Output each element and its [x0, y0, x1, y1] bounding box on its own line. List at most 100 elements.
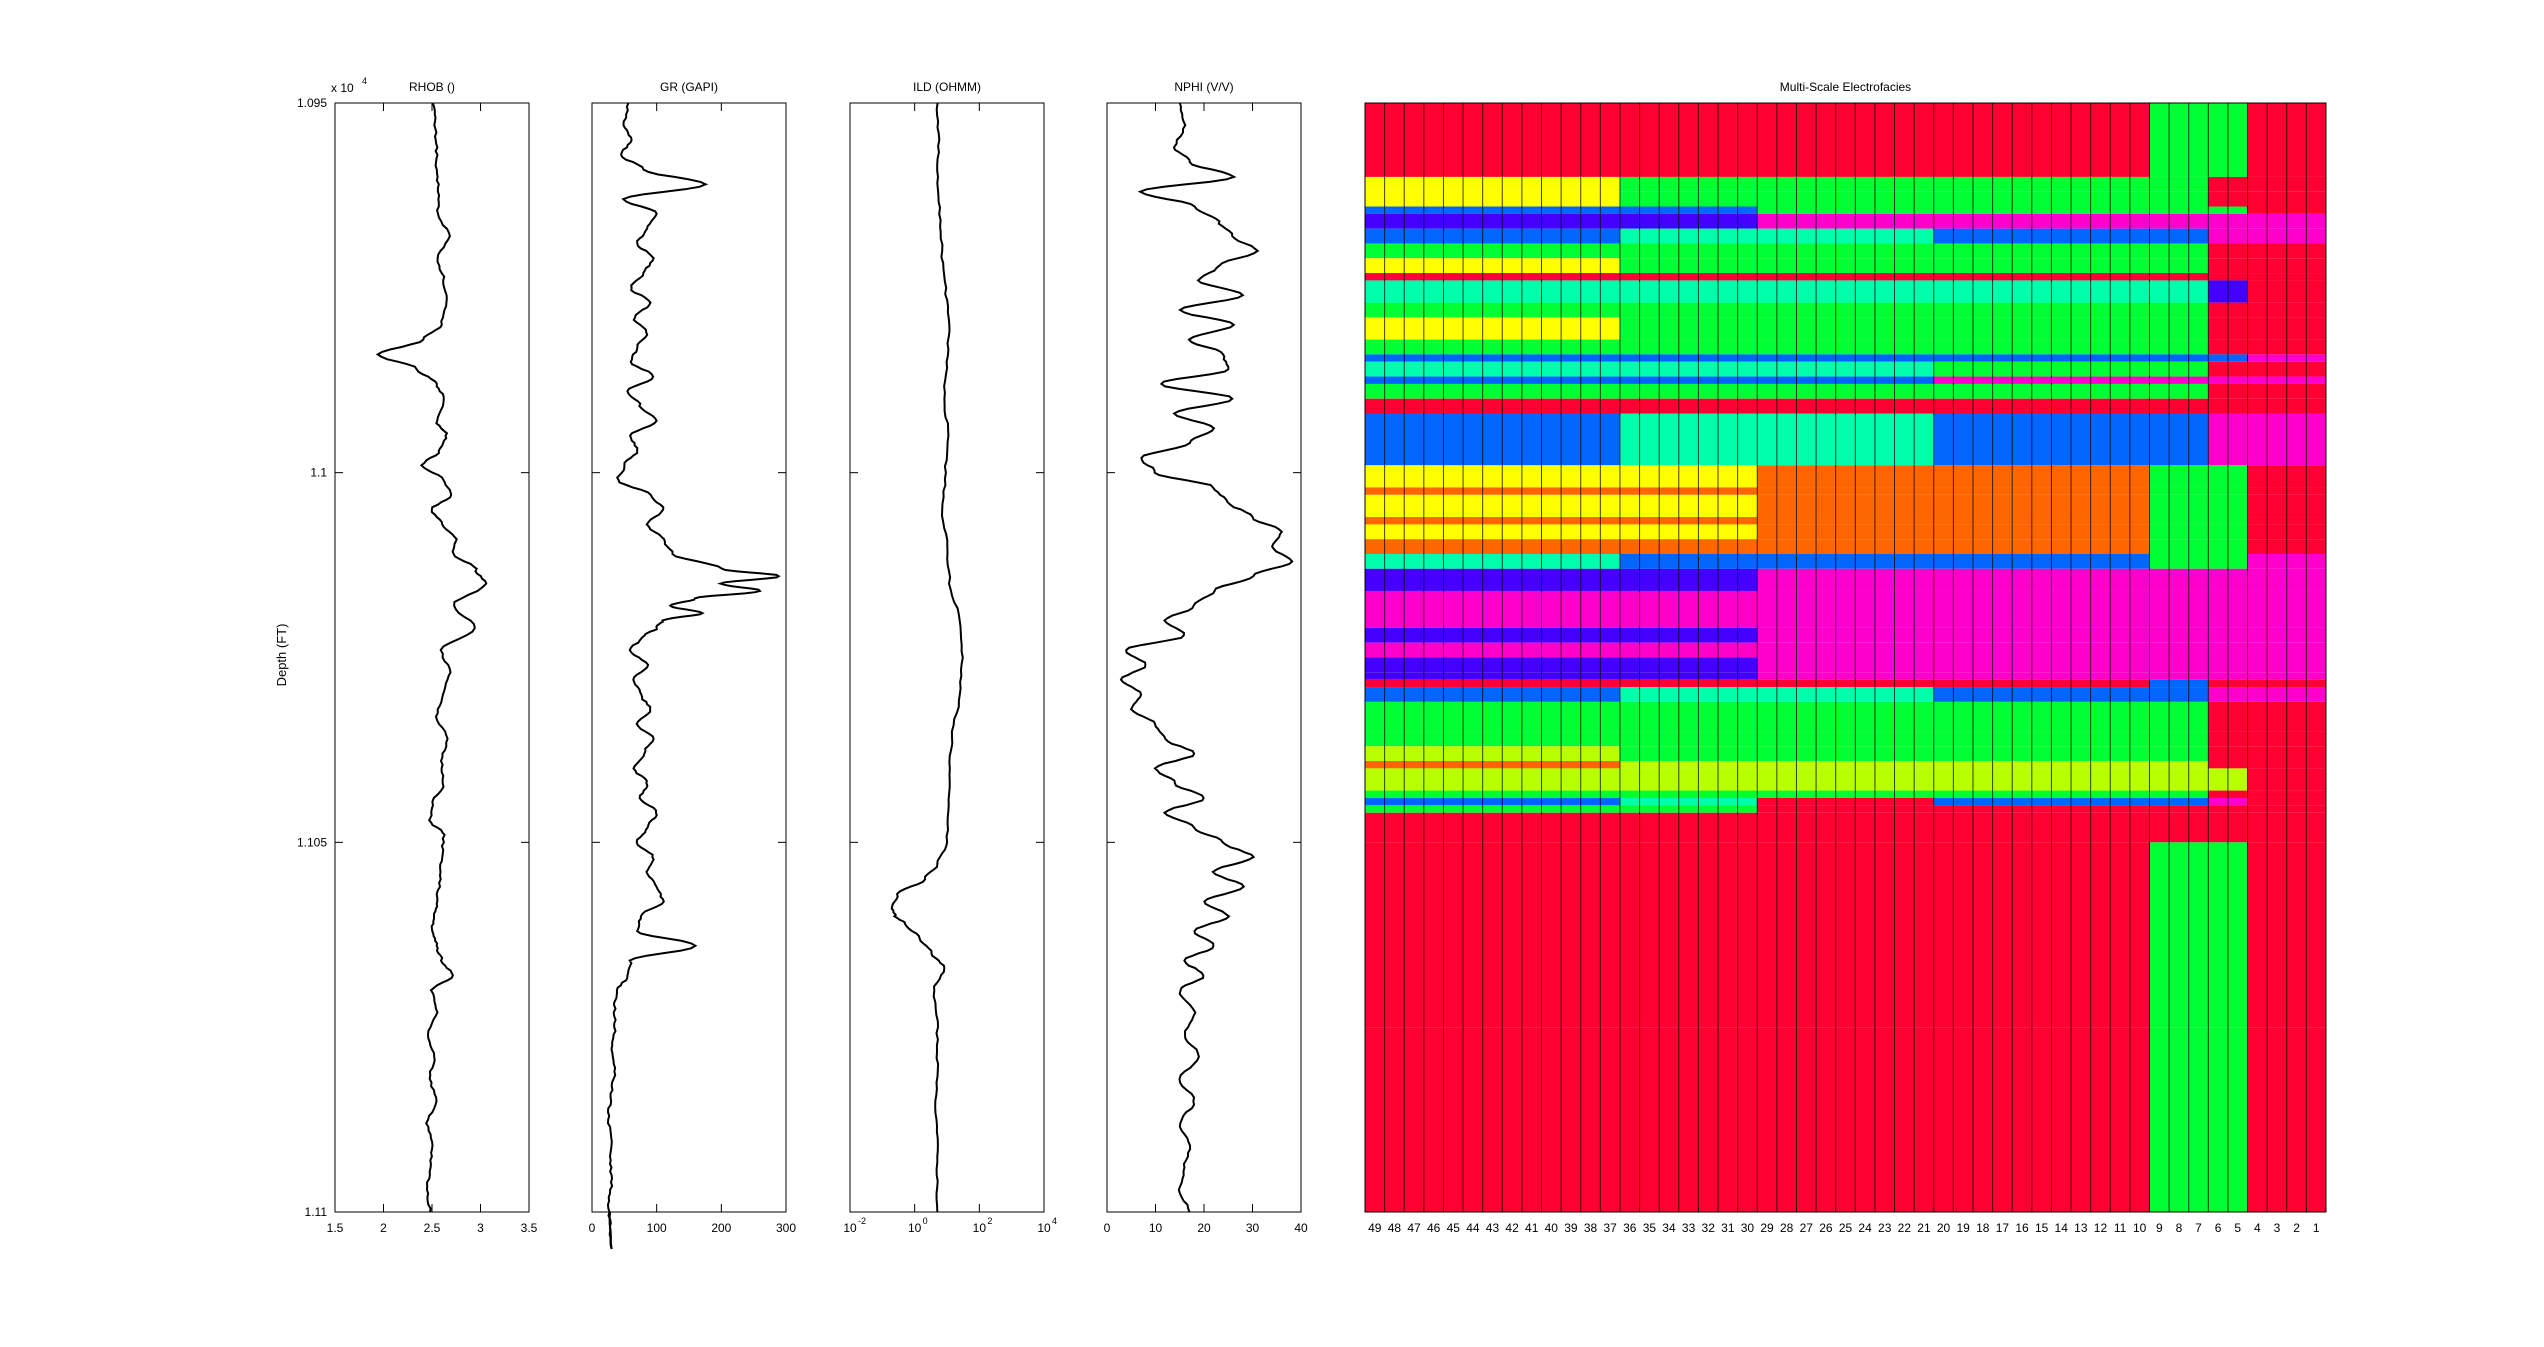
facies-cell	[1933, 383, 2032, 399]
facies-cell	[1365, 679, 1620, 688]
facies-cell	[2149, 590, 2209, 628]
facies-cell	[1365, 524, 1620, 540]
x-tick-label-power: 4	[1052, 1216, 1057, 1226]
facies-cell	[1365, 672, 1620, 680]
facies-cell	[1619, 657, 1758, 673]
facies-cell	[1619, 361, 1758, 377]
facies-cell	[2149, 657, 2209, 673]
facies-cell	[1619, 805, 1758, 813]
y-tick-label: 1.105	[297, 835, 327, 849]
facies-cell	[1933, 627, 2032, 643]
facies-cell	[1619, 1027, 1758, 1212]
column-label: 39	[1564, 1221, 1578, 1235]
facies-cell	[1619, 354, 1758, 362]
column-label: 8	[2176, 1221, 2183, 1235]
facies-cell	[1619, 812, 1758, 843]
facies-cell	[1933, 258, 2032, 274]
panel-2: GR (GAPI) 0 100 200 300	[589, 80, 796, 1250]
facies-cell	[2149, 103, 2209, 177]
column-label: 27	[1800, 1221, 1814, 1235]
facies-cell	[1365, 243, 1620, 259]
facies-cell	[1619, 687, 1758, 702]
facies-cell	[1365, 317, 1620, 340]
facies-cell	[2149, 517, 2209, 525]
facies-cell	[1757, 398, 1934, 414]
facies-cell	[1619, 679, 1758, 688]
facies-cell	[1757, 302, 1934, 318]
depth-axis-label: Depth (FT)	[274, 624, 289, 687]
facies-cell	[1619, 465, 1758, 488]
panel-title: GR (GAPI)	[660, 80, 718, 94]
facies-cell	[1933, 191, 2032, 207]
column-label: 29	[1760, 1221, 1774, 1235]
facies-cell	[1365, 687, 1620, 702]
column-label: 46	[1427, 1221, 1441, 1235]
column-label: 1	[2313, 1221, 2320, 1235]
facies-cell	[1365, 517, 1620, 525]
x-tick-label: 3	[477, 1221, 484, 1235]
column-label: 43	[1486, 1221, 1500, 1235]
facies-cell	[1619, 383, 1758, 399]
facies-cell	[1757, 103, 1934, 177]
facies-cell	[1619, 243, 1758, 259]
facies-cell	[2149, 761, 2209, 769]
facies-cell	[1757, 568, 1934, 591]
column-label: 17	[1996, 1221, 2010, 1235]
column-label: 28	[1780, 1221, 1794, 1235]
facies-cell	[1757, 672, 1934, 680]
facies-cell	[1619, 746, 1758, 762]
facies-cell	[1933, 206, 2032, 214]
column-label: 15	[2035, 1221, 2049, 1235]
column-label: 13	[2074, 1221, 2088, 1235]
column-label: 45	[1447, 1221, 1461, 1235]
facies-cell	[1365, 213, 1620, 229]
panel-title: ILD (OHMM)	[913, 80, 981, 94]
panel-1: RHOB () 1.5 2 2.5 3 3.5 1.095 1.1 1.105 1.11	[297, 80, 538, 1235]
facies-cell	[1933, 590, 2032, 628]
facies-cell	[1365, 339, 1620, 355]
facies-cell	[1757, 258, 1934, 274]
facies-cell	[1933, 413, 2032, 466]
facies-cell	[1365, 302, 1620, 318]
facies-cell	[1757, 273, 1934, 281]
facies-cell	[2149, 679, 2209, 688]
facies-cell	[1365, 280, 1620, 303]
facies-cell	[1619, 213, 1758, 229]
facies-cell	[1757, 687, 1934, 702]
facies-cell	[1365, 1027, 1620, 1212]
facies-cell	[1933, 398, 2032, 414]
facies-cell	[1365, 206, 1620, 214]
column-label: 23	[1878, 1221, 1892, 1235]
facies-cell	[1933, 524, 2032, 540]
depth-axis-exponent: x 10 4	[331, 76, 367, 95]
x-tick-label: 2	[380, 1221, 387, 1235]
column-label: 35	[1643, 1221, 1657, 1235]
log-curve	[1119, 102, 1294, 1213]
facies-cell	[1619, 539, 1758, 554]
facies-cell	[1933, 176, 2032, 192]
facies-cell	[1619, 413, 1758, 466]
x-tick-label-power: 2	[987, 1216, 992, 1226]
facies-cell	[1757, 701, 1934, 732]
facies-cell	[1365, 842, 1620, 1028]
facies-cell	[1365, 383, 1620, 399]
facies-cell	[1757, 354, 1934, 362]
column-label: 19	[1956, 1221, 1970, 1235]
x-tick-label: 20	[1197, 1221, 1211, 1235]
column-label: 9	[2156, 1221, 2163, 1235]
facies-cell	[1619, 672, 1758, 680]
facies-cell	[1619, 731, 1758, 747]
facies-cell	[2149, 1027, 2209, 1212]
facies-cell	[2149, 258, 2209, 274]
x-tick-label: 30	[1246, 1221, 1260, 1235]
facies-cell	[1757, 805, 1934, 813]
facies-cells	[1365, 103, 2326, 1212]
facies-cell	[1933, 339, 2032, 355]
facies-cell	[2149, 398, 2209, 414]
facies-cell	[1933, 761, 2032, 769]
facies-cell	[2149, 354, 2209, 362]
facies-cell	[1365, 553, 1620, 569]
facies-cell	[1757, 812, 1934, 843]
